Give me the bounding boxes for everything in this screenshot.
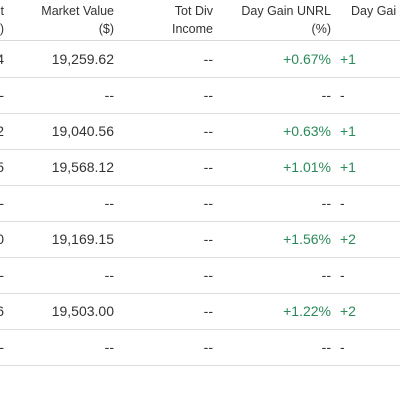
cell-cost: 4 — [0, 51, 4, 67]
table-row[interactable]: 2 19,040.56 -- +0.63% +1 — [0, 113, 400, 150]
column-header-day-gain-line2: (%) — [311, 22, 331, 36]
cell-market-value: -- — [104, 339, 114, 355]
table-row[interactable]: 0 19,169.15 -- +1.56% +2 — [0, 221, 400, 258]
cell-day-gain-unrl-pct: +1.01% — [283, 159, 331, 175]
table-row[interactable]: -------- — [0, 185, 400, 222]
cell-day-gain: - — [340, 87, 345, 103]
cell-day-gain: +1 — [340, 159, 356, 175]
cell-cost: - — [0, 77, 4, 113]
cell-tot-div-income: -- — [203, 51, 213, 67]
column-header-day-gain[interactable]: Day Gai — [351, 2, 400, 20]
cell-cost: 6 — [0, 303, 4, 319]
cell-tot-div-income: -- — [203, 195, 213, 211]
column-header-market-value-line2: ($) — [98, 22, 114, 36]
cell-tot-div-income: -- — [203, 87, 213, 103]
cell-day-gain-unrl-pct: -- — [321, 339, 331, 355]
cell-day-gain: +2 — [340, 231, 356, 247]
column-header-day-gain-abs-line1: Day Gai — [351, 4, 397, 18]
cell-day-gain-unrl-pct: -- — [321, 195, 331, 211]
cell-day-gain: - — [340, 339, 345, 355]
cell-day-gain: +1 — [340, 51, 356, 67]
table-row[interactable]: -------- — [0, 77, 400, 114]
cell-market-value: 19,169.15 — [51, 231, 114, 247]
cell-cost: - — [0, 257, 4, 293]
cell-day-gain-unrl-pct: +1.56% — [283, 231, 331, 247]
cell-market-value: -- — [104, 195, 114, 211]
cell-tot-div-income: -- — [203, 231, 213, 247]
cell-cost: 0 — [0, 231, 4, 247]
cell-day-gain-unrl-pct: -- — [321, 87, 331, 103]
cell-tot-div-income: -- — [203, 159, 213, 175]
cell-cost: 5 — [0, 159, 4, 175]
column-header-day-gain-unrl-pct[interactable]: Day Gain UNRL (%) — [220, 2, 331, 38]
cell-market-value: 19,503.00 — [51, 303, 114, 319]
table-row[interactable]: -------- — [0, 257, 400, 294]
cell-tot-div-income: -- — [203, 303, 213, 319]
column-header-tot-div-line1: Tot Div — [174, 4, 213, 18]
column-header-cost-line2: s) — [0, 22, 4, 36]
column-header-tot-div-line2: Income — [172, 22, 213, 36]
table-row[interactable]: 6 19,503.00 -- +1.22% +2 — [0, 293, 400, 330]
cell-market-value: 19,040.56 — [51, 123, 114, 139]
cell-day-gain: +2 — [340, 303, 356, 319]
cell-cost: - — [0, 329, 4, 365]
cell-day-gain-unrl-pct: +0.63% — [283, 123, 331, 139]
cell-cost: 2 — [0, 123, 4, 139]
column-header-tot-div-income[interactable]: Tot Div Income — [120, 2, 213, 38]
cell-market-value: 19,259.62 — [51, 51, 114, 67]
cell-day-gain-unrl-pct: +1.22% — [283, 303, 331, 319]
cell-market-value: 19,568.12 — [51, 159, 114, 175]
column-header-market-value-line1: Market Value — [41, 4, 114, 18]
cell-day-gain: - — [340, 267, 345, 283]
cell-tot-div-income: -- — [203, 123, 213, 139]
cell-day-gain-unrl-pct: +0.67% — [283, 51, 331, 67]
cell-tot-div-income: -- — [203, 339, 213, 355]
table-row[interactable]: -------- — [0, 329, 400, 366]
cell-day-gain: +1 — [340, 123, 356, 139]
cell-day-gain-unrl-pct: -- — [321, 267, 331, 283]
table-row[interactable]: 5 19,568.12 -- +1.01% +1 — [0, 149, 400, 186]
cell-day-gain: - — [340, 195, 345, 211]
cell-tot-div-income: -- — [203, 267, 213, 283]
column-header-market-value[interactable]: Market Value ($) — [0, 2, 114, 38]
column-header-day-gain-line1: Day Gain UNRL — [241, 4, 331, 18]
column-header-cost[interactable]: st s) — [0, 2, 4, 38]
cell-market-value: -- — [104, 267, 114, 283]
cell-cost: - — [0, 185, 4, 221]
table-header: st s) Market Value ($) Tot Div Income Da… — [0, 0, 400, 41]
cell-market-value: -- — [104, 87, 114, 103]
table-row[interactable]: 4 19,259.62 -- +0.67% +1 — [0, 41, 400, 78]
column-header-cost-line1: st — [0, 4, 4, 18]
